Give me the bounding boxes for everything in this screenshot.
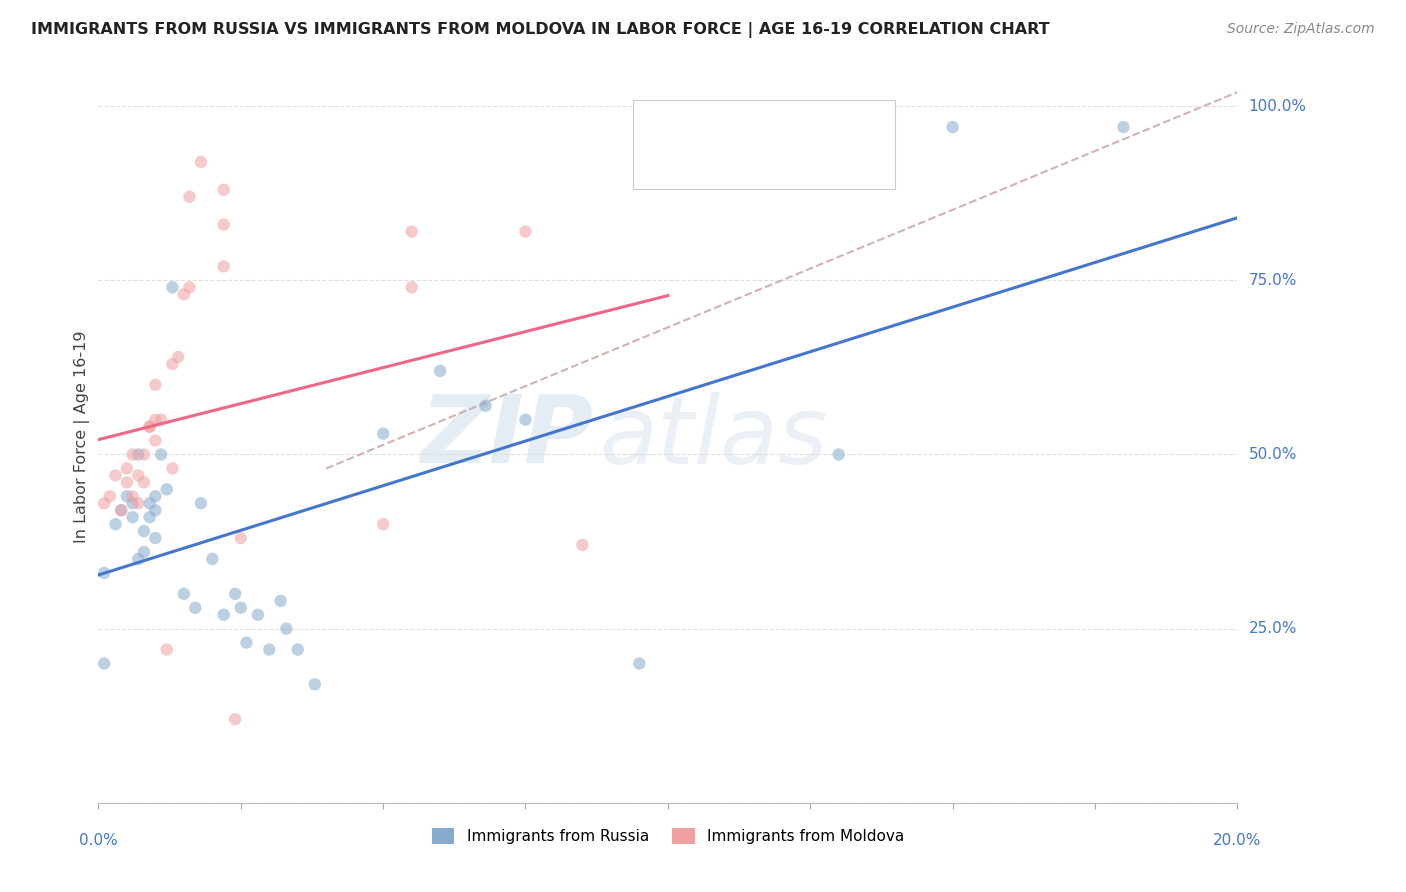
Point [173, 587, 195, 601]
Point [942, 120, 965, 134]
Point [127, 496, 149, 510]
Point [259, 642, 281, 657]
Point [132, 448, 155, 462]
Text: IMMIGRANTS FROM RUSSIA VS IMMIGRANTS FROM MOLDOVA IN LABOR FORCE | AGE 16-19 COR: IMMIGRANTS FROM RUSSIA VS IMMIGRANTS FRO… [31, 22, 1049, 38]
Point [224, 712, 246, 726]
Point [167, 350, 190, 364]
Point [127, 448, 149, 462]
Point [246, 607, 269, 622]
Point [184, 600, 207, 615]
Text: 0.0%: 0.0% [79, 833, 118, 848]
Text: atlas: atlas [599, 392, 828, 483]
Point [145, 503, 167, 517]
Point [373, 517, 395, 532]
Text: ■: ■ [645, 118, 661, 136]
Point [156, 642, 179, 657]
Point [121, 489, 143, 503]
Point [132, 475, 155, 490]
Point [828, 448, 851, 462]
Point [190, 155, 212, 169]
Point [571, 538, 593, 552]
Point [190, 496, 212, 510]
Point [162, 461, 184, 475]
Point [270, 594, 292, 608]
Point [156, 483, 179, 497]
Point [127, 468, 149, 483]
Point [132, 524, 155, 538]
Point [201, 552, 224, 566]
Text: 50.0%: 50.0% [1249, 447, 1296, 462]
Text: R = 0.403   N = 36: R = 0.403 N = 36 [669, 160, 825, 175]
Point [429, 364, 451, 378]
Text: ZIP: ZIP [420, 391, 593, 483]
Point [115, 461, 138, 475]
Point [212, 260, 235, 274]
Point [104, 517, 127, 532]
Point [173, 287, 195, 301]
Point [132, 545, 155, 559]
Text: Source: ZipAtlas.com: Source: ZipAtlas.com [1227, 22, 1375, 37]
Point [212, 607, 235, 622]
Text: 100.0%: 100.0% [1249, 99, 1306, 113]
Point [150, 412, 173, 426]
Point [145, 531, 167, 545]
Point [474, 399, 496, 413]
Point [515, 225, 537, 239]
Point [110, 503, 132, 517]
Point [138, 510, 160, 524]
Point [229, 531, 252, 545]
Text: 20.0%: 20.0% [1213, 833, 1261, 848]
Point [145, 412, 167, 426]
Point [104, 468, 127, 483]
Point [138, 419, 160, 434]
Point [93, 496, 115, 510]
Point [287, 642, 309, 657]
Point [1112, 120, 1135, 134]
Point [304, 677, 326, 691]
Point [138, 419, 160, 434]
Text: 25.0%: 25.0% [1249, 621, 1296, 636]
Point [212, 183, 235, 197]
Y-axis label: In Labor Force | Age 16-19: In Labor Force | Age 16-19 [75, 331, 90, 543]
Point [127, 552, 149, 566]
Point [162, 357, 184, 371]
Point [110, 503, 132, 517]
Legend: Immigrants from Russia, Immigrants from Moldova: Immigrants from Russia, Immigrants from … [426, 822, 910, 850]
Point [115, 475, 138, 490]
Point [145, 434, 167, 448]
Point [93, 657, 115, 671]
Text: 75.0%: 75.0% [1249, 273, 1296, 288]
Point [145, 489, 167, 503]
Point [235, 635, 257, 649]
Text: ■: ■ [645, 158, 661, 176]
Point [115, 489, 138, 503]
Point [229, 600, 252, 615]
Point [224, 587, 246, 601]
Point [373, 426, 395, 441]
Point [628, 657, 651, 671]
Point [150, 448, 173, 462]
Point [121, 448, 143, 462]
Point [276, 622, 298, 636]
Point [121, 510, 143, 524]
Point [515, 412, 537, 426]
Point [179, 280, 201, 294]
Point [145, 377, 167, 392]
Point [401, 280, 423, 294]
Point [162, 280, 184, 294]
Point [179, 190, 201, 204]
Point [98, 489, 121, 503]
Point [138, 496, 160, 510]
Point [121, 496, 143, 510]
Point [401, 225, 423, 239]
Point [212, 218, 235, 232]
Text: R = 0.453   N = 41: R = 0.453 N = 41 [669, 120, 824, 135]
Point [93, 566, 115, 580]
